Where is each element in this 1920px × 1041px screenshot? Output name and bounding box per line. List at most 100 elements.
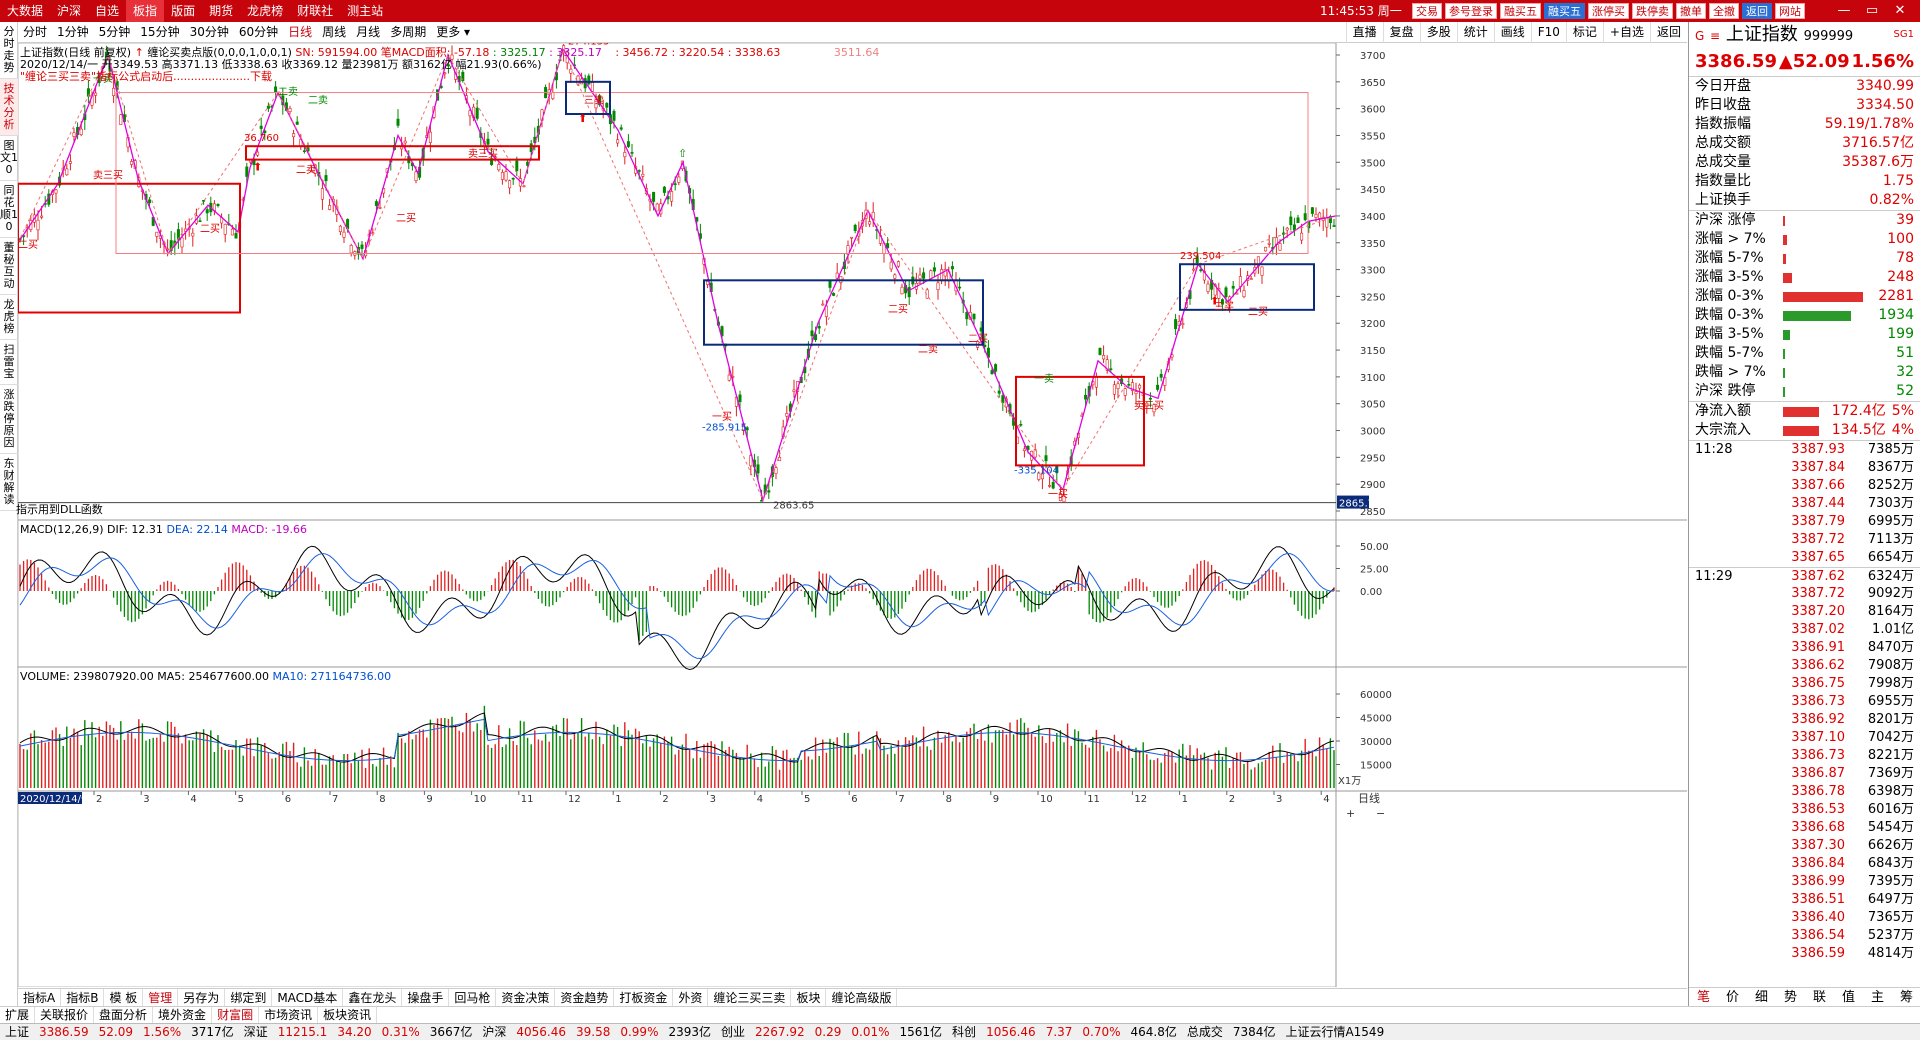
indicator-tab-9[interactable]: 回马枪 [449,989,497,1006]
period-tab-7[interactable]: 周线 [322,25,347,39]
indicator-tab-2[interactable]: 模 板 [104,989,144,1006]
chart-tool-3[interactable]: 统计 [1456,22,1494,43]
download-note[interactable]: "缠论三买三卖"指标公式启动后......................下载 [20,70,273,83]
chart-area[interactable]: 3700 3650 3600 3550 3500 3450 3400 3350 3300 3250… [16,43,1687,987]
left-nav-item-4[interactable]: 董秘互动 [0,238,18,295]
left-nav-item-0[interactable]: 分时走势 [0,22,18,79]
chart-tool-7[interactable]: +自选 [1602,22,1650,43]
extension-tab-3[interactable]: 境外资金 [153,1007,213,1023]
period-tab-2[interactable]: 5分钟 [98,25,131,39]
extension-tab-5[interactable]: 市场资讯 [259,1007,319,1023]
left-nav-item-5[interactable]: 龙虎榜 [0,295,18,340]
period-tab-3[interactable]: 15分钟 [140,25,180,39]
trade-button-4[interactable]: 涨停买 [1588,3,1629,19]
candle-body [259,125,263,129]
left-nav-item-1[interactable]: 技术分析 [0,79,18,136]
indicator-tab-5[interactable]: 绑定到 [225,989,273,1006]
indicator-tab-15[interactable]: 板块 [791,989,827,1006]
period-tab-5[interactable]: 60分钟 [238,25,279,39]
indicator-tab-14[interactable]: 缠论三买三卖 [708,989,792,1006]
trade-button-5[interactable]: 跌停卖 [1632,3,1673,19]
period-tab-4[interactable]: 30分钟 [189,25,229,39]
extension-tab-1[interactable]: 关联报价 [35,1007,95,1023]
menu-item-4[interactable]: 版面 [171,4,196,18]
chart-tool-1[interactable]: 复盘 [1382,22,1420,43]
trade-button-9[interactable]: 网站 [1775,3,1805,19]
extension-tab-4[interactable]: 财富圈 [212,1007,260,1023]
period-tab-0[interactable]: 分时 [23,25,48,39]
x-axis-label: 7 [332,794,338,805]
indicator-tab-12[interactable]: 打板资金 [614,989,674,1006]
left-nav-item-3[interactable]: 同花顺10 [0,181,18,238]
menu-item-3[interactable]: 板指 [126,0,165,22]
kline-chart[interactable]: 3700365036003550350034503400335033003250… [18,43,1687,987]
trade-button-6[interactable]: 撤单 [1676,3,1706,19]
trade-button-7[interactable]: 全撤 [1709,3,1739,19]
left-nav-item-6[interactable]: 扫雷宝 [0,340,18,385]
indicator-tab-0[interactable]: 指标A [18,989,62,1006]
trade-button-2[interactable]: 融买五 [1500,3,1541,19]
right-tab-0[interactable]: 笔 [1696,990,1710,1005]
right-tab-7[interactable]: 筹 [1899,990,1913,1005]
chart-tool-0[interactable]: 直播 [1345,22,1383,43]
maximize-icon[interactable]: ▭ [1865,3,1879,18]
indicator-tab-11[interactable]: 资金趋势 [555,989,615,1006]
trade-button-8[interactable]: 返回 [1742,3,1772,19]
tick-time [1695,603,1765,621]
right-tab-5[interactable]: 值 [1841,990,1855,1005]
indicator-tab-1[interactable]: 指标B [61,989,105,1006]
chart-tool-8[interactable]: 返回 [1649,22,1687,43]
chart-tool-6[interactable]: 标记 [1565,22,1603,43]
menu-icon[interactable]: ≡ [1710,29,1721,43]
tick-time [1695,837,1765,855]
indicator-tab-8[interactable]: 操盘手 [402,989,450,1006]
candle-body [500,172,504,180]
candle-body [216,203,220,206]
period-tab-1[interactable]: 1分钟 [57,25,89,39]
stat-label: 总成交量 [1695,154,1751,170]
indicator-tab-10[interactable]: 资金决策 [496,989,556,1006]
extension-tab-6[interactable]: 板块资讯 [318,1007,378,1023]
indicator-tab-4[interactable]: 另存为 [178,989,226,1006]
right-tab-2[interactable]: 细 [1754,990,1768,1005]
tick-time [1695,621,1765,639]
trade-button-0[interactable]: 交易 [1412,3,1442,19]
status-pct: 0.99% [620,1025,659,1039]
left-nav-item-7[interactable]: 涨跌停原因 [0,385,18,454]
period-tab-8[interactable]: 月线 [356,25,381,39]
candle-body [1314,213,1318,218]
right-tab-1[interactable]: 价 [1725,990,1739,1005]
close-icon[interactable]: ✕ [1894,3,1906,18]
menu-item-6[interactable]: 龙虎榜 [247,4,284,18]
minimize-icon[interactable]: — [1837,3,1851,18]
period-tab-9[interactable]: 多周期 [390,25,427,39]
label-sell-2b: 二卖 [308,94,328,106]
indicator-tab-16[interactable]: 缠论高级版 [826,989,898,1006]
quote-price: 3386.59 [1695,51,1777,72]
extension-tab-2[interactable]: 盘面分析 [94,1007,154,1023]
chart-tool-2[interactable]: 多股 [1419,22,1457,43]
left-nav-item-2[interactable]: 图文10 [0,136,18,181]
period-tab-10[interactable]: 更多 ▾ [436,25,471,39]
indicator-tab-7[interactable]: 鑫在龙头 [343,989,403,1006]
right-tab-4[interactable]: 联 [1812,990,1826,1005]
period-tab-6[interactable]: 日线 [288,25,313,39]
trade-button-3[interactable]: 融买五 [1544,3,1585,19]
menu-item-5[interactable]: 期货 [209,4,234,18]
left-nav-item-8[interactable]: 东财解读 [0,454,18,511]
candle-body [1292,224,1296,231]
indicator-tab-6[interactable]: MACD基本 [272,989,344,1006]
menu-item-7[interactable]: 财联社 [297,4,334,18]
menu-item-2[interactable]: 自选 [95,4,120,18]
menu-item-8[interactable]: 测主站 [347,4,384,18]
indicator-tab-3[interactable]: 管理 [143,989,179,1006]
chart-tool-4[interactable]: 画线 [1493,22,1531,43]
chart-tool-5[interactable]: F10 [1530,22,1566,43]
menu-item-1[interactable]: 沪深 [57,4,82,18]
extension-tab-0[interactable]: 扩展 [0,1007,36,1023]
right-tab-6[interactable]: 主 [1870,990,1884,1005]
indicator-tab-13[interactable]: 外资 [673,989,709,1006]
right-tab-3[interactable]: 势 [1783,990,1797,1005]
trade-button-1[interactable]: 参号登录 [1445,3,1497,19]
menu-item-0[interactable]: 大数据 [7,4,44,18]
